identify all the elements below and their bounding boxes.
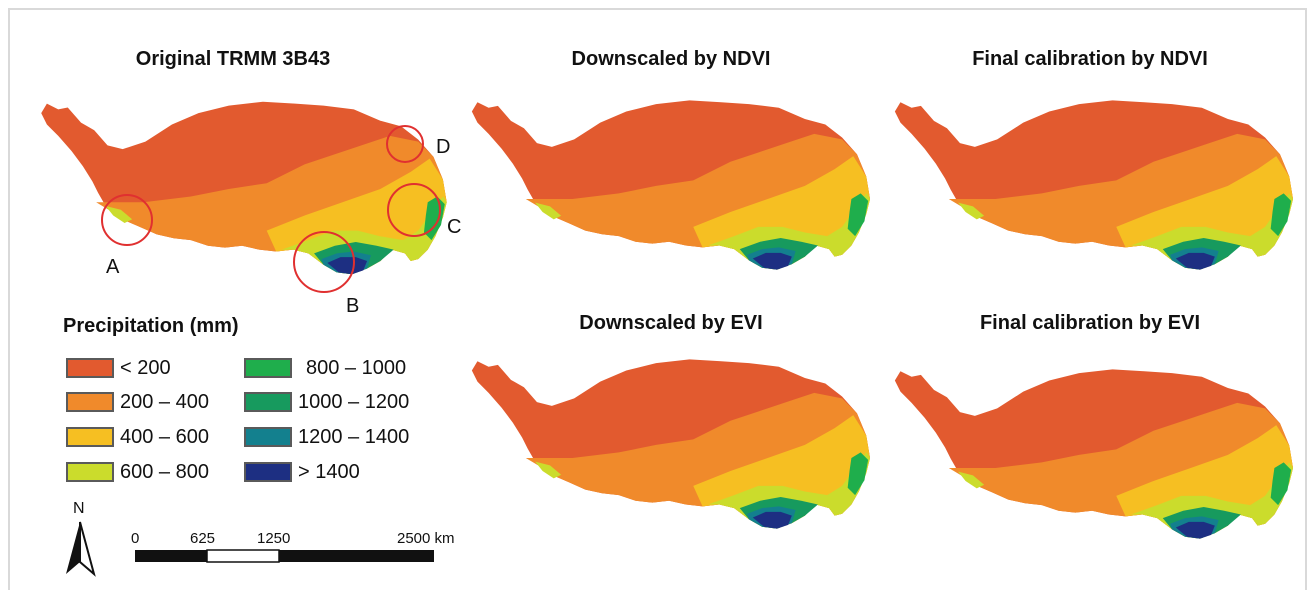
north-label: N — [73, 500, 85, 518]
legend-item: 1200 – 1400 — [244, 425, 409, 449]
legend-label: 600 – 800 — [120, 461, 209, 484]
legend-title: Precipitation (mm) — [63, 315, 239, 338]
legend-label: 800 – 1000 — [306, 357, 406, 380]
marker-label-c: C — [447, 216, 461, 239]
legend-swatch — [66, 462, 114, 482]
marker-circle-b — [294, 232, 354, 292]
legend-item: 400 – 600 — [66, 425, 209, 449]
legend-swatch — [66, 427, 114, 447]
legend-item: 1000 – 1200 — [244, 390, 409, 414]
legend-swatch — [66, 392, 114, 412]
legend-item: 600 – 800 — [66, 460, 209, 484]
legend-label: < 200 — [120, 357, 171, 380]
legend-swatch — [244, 358, 292, 378]
scale-tick-0: 0 — [131, 530, 139, 547]
legend-label: 200 – 400 — [120, 391, 209, 414]
marker-circle-a — [102, 195, 152, 245]
legend-label: > 1400 — [298, 461, 360, 484]
legend-item: > 1400 — [244, 460, 360, 484]
legend-item: 800 – 1000 — [244, 356, 406, 380]
north-arrow-icon — [62, 520, 98, 576]
scale-tick-2500: 2500 km — [397, 530, 455, 547]
marker-label-b: B — [346, 295, 359, 318]
legend-swatch — [244, 427, 292, 447]
marker-circle-d — [387, 126, 423, 162]
legend-label: 1000 – 1200 — [298, 391, 409, 414]
scale-tick-625: 625 — [190, 530, 215, 547]
legend-item: < 200 — [66, 356, 171, 380]
legend-label: 400 – 600 — [120, 426, 209, 449]
legend-swatch — [244, 462, 292, 482]
legend-label: 1200 – 1400 — [298, 426, 409, 449]
scale-tick-1250: 1250 — [257, 530, 290, 547]
marker-circle-c — [388, 184, 440, 236]
legend-swatch — [244, 392, 292, 412]
legend-item: 200 – 400 — [66, 390, 209, 414]
scale-bar — [135, 549, 435, 563]
legend-swatch — [66, 358, 114, 378]
marker-label-d: D — [436, 136, 450, 159]
marker-label-a: A — [106, 256, 119, 279]
